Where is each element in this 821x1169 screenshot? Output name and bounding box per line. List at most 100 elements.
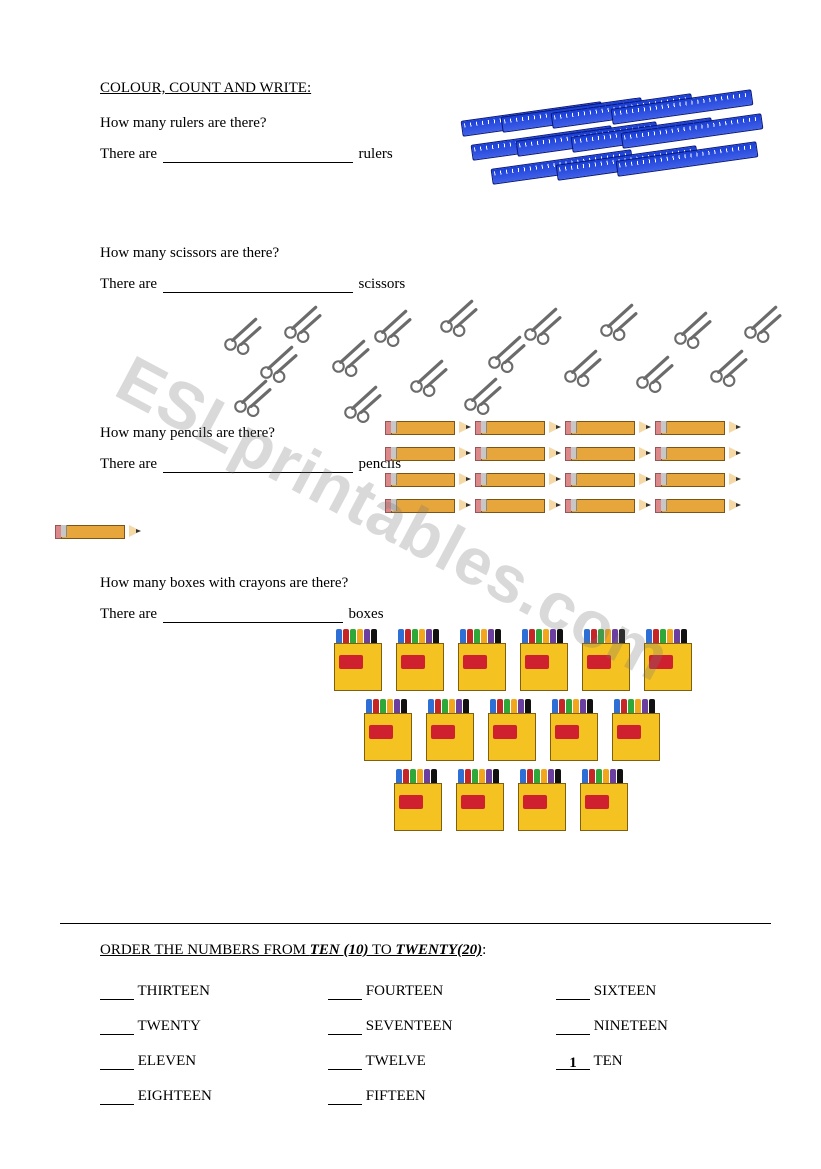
order-input[interactable]: [328, 1020, 362, 1035]
scissors-icon: [670, 307, 712, 349]
order-input[interactable]: [328, 1055, 362, 1070]
order-input[interactable]: 1: [556, 1055, 590, 1070]
pencil-icon: [571, 473, 651, 485]
crayon-box-icon: [514, 765, 568, 831]
scissors-icon: [706, 345, 748, 387]
scissors-icon: [328, 335, 370, 377]
pencil-icon: [481, 421, 561, 433]
crayon-box-icon: [546, 695, 600, 761]
scissors-icon: [740, 301, 782, 343]
answer-prefix: There are: [100, 456, 157, 472]
number-grid: THIRTEEN FOURTEEN SIXTEEN TWENTY SEVENTE…: [100, 983, 731, 1105]
question-crayons: How many boxes with crayons are there? T…: [100, 575, 731, 623]
number-label: ELEVEN: [138, 1053, 196, 1069]
scissors-icon: [596, 299, 638, 341]
number-label: FOURTEEN: [366, 983, 443, 999]
answer-prefix: There are: [100, 146, 157, 162]
scissors-icon: [230, 375, 272, 417]
blank-input[interactable]: [163, 148, 353, 163]
answer-suffix: rulers: [359, 146, 393, 162]
pencil-icon: [661, 447, 741, 459]
order-input[interactable]: [328, 985, 362, 1000]
crayon-box-icon: [390, 765, 444, 831]
number-label: SEVENTEEN: [366, 1018, 453, 1034]
blank-input[interactable]: [163, 608, 343, 623]
number-item: EIGHTEEN: [100, 1088, 300, 1105]
pencil-icon: [391, 447, 471, 459]
pencil-icon: [571, 447, 651, 459]
crayon-box-icon: [360, 695, 414, 761]
number-item: FIFTEEN: [328, 1088, 528, 1105]
crayon-box-icon: [576, 765, 630, 831]
order-input[interactable]: [556, 1020, 590, 1035]
section1-title: COLOUR, COUNT AND WRITE:: [100, 80, 731, 97]
crayon-box-icon: [392, 625, 446, 691]
crayon-box-icon: [578, 625, 632, 691]
crayon-box-icon: [452, 765, 506, 831]
crayon-box-icon: [454, 625, 508, 691]
scissors-icon: [520, 303, 562, 345]
number-item: FOURTEEN: [328, 983, 528, 1000]
pencil-icon: [661, 499, 741, 511]
answer-suffix: scissors: [359, 276, 406, 292]
pencil-icon: [61, 525, 141, 537]
number-item: THIRTEEN: [100, 983, 300, 1000]
answer-suffix: boxes: [349, 606, 384, 622]
answer-line: There are boxes: [100, 606, 731, 623]
pencil-icon: [391, 473, 471, 485]
blank-input[interactable]: [163, 278, 353, 293]
number-label: THIRTEEN: [137, 983, 209, 999]
number-item: NINETEEN: [556, 1018, 756, 1035]
title-end: :: [482, 942, 486, 958]
question-scissors: How many scissors are there? There are s…: [100, 245, 731, 415]
question-pencils: How many pencils are there? There are pe…: [100, 425, 731, 565]
blank-input[interactable]: [163, 458, 353, 473]
order-input[interactable]: [100, 985, 134, 1000]
scissors-icon: [560, 345, 602, 387]
pencil-icon: [661, 421, 741, 433]
order-input[interactable]: [556, 985, 590, 1000]
answer-prefix: There are: [100, 276, 157, 292]
number-label: TEN: [593, 1053, 622, 1069]
number-item: 1 TEN: [556, 1053, 756, 1070]
pencil-icon: [571, 421, 651, 433]
crayon-box-icon: [422, 695, 476, 761]
number-item: TWELVE: [328, 1053, 528, 1070]
number-label: TWELVE: [365, 1053, 425, 1069]
number-label: TWENTY: [137, 1018, 200, 1034]
section2-title: ORDER THE NUMBERS FROM TEN (10) TO TWENT…: [100, 942, 731, 959]
order-input[interactable]: [100, 1090, 134, 1105]
order-input[interactable]: [100, 1020, 134, 1035]
number-label: FIFTEEN: [366, 1088, 426, 1104]
pencil-icon: [391, 421, 471, 433]
answer-prefix: There are: [100, 606, 157, 622]
pencil-icon: [391, 499, 471, 511]
title-to: TWENTY(20): [395, 942, 482, 958]
pencil-icon: [481, 499, 561, 511]
number-label: EIGHTEEN: [138, 1088, 212, 1104]
order-input[interactable]: [328, 1090, 362, 1105]
number-item: SEVENTEEN: [328, 1018, 528, 1035]
crayon-box-icon: [484, 695, 538, 761]
number-item: [556, 1088, 756, 1105]
answer-line: There are scissors: [100, 276, 731, 293]
scissors-icon: [436, 295, 478, 337]
number-label: SIXTEEN: [594, 983, 657, 999]
question-text: How many boxes with crayons are there?: [100, 575, 731, 592]
section-divider: [60, 923, 771, 924]
number-label: NINETEEN: [594, 1018, 668, 1034]
crayon-box-icon: [608, 695, 662, 761]
scissors-icon: [632, 351, 674, 393]
crayon-box-icon: [640, 625, 694, 691]
number-item: ELEVEN: [100, 1053, 300, 1070]
number-item: SIXTEEN: [556, 983, 756, 1000]
pencil-icon: [481, 473, 561, 485]
title-join: TO: [369, 942, 396, 958]
crayon-box-icon: [516, 625, 570, 691]
order-input[interactable]: [100, 1055, 134, 1070]
scissors-icon: [280, 301, 322, 343]
number-item: TWENTY: [100, 1018, 300, 1035]
scissors-icon: [370, 305, 412, 347]
title-from: TEN (10): [310, 942, 369, 958]
question-rulers: How many rulers are there? There are rul…: [100, 115, 731, 235]
